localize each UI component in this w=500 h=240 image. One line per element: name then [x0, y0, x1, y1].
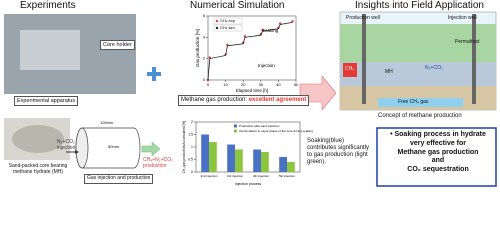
core-face: [75, 127, 89, 169]
legend-label: Production after each injection: [239, 124, 280, 128]
legend-swatch: [234, 124, 237, 128]
x-axis-label: Injection process: [235, 182, 262, 186]
x-tick-label: 5th injection: [279, 174, 295, 178]
y-axis-label: CH₄ gas production/Accumulated [%]: [182, 121, 186, 174]
dimension: 100mm: [100, 120, 114, 125]
legend-label: CH₄ sim: [220, 25, 235, 30]
x-tick-label: 3rd injection: [227, 174, 244, 178]
label: Production well: [346, 15, 380, 21]
caption: Gas injection and production: [84, 174, 154, 184]
x-tick-label: 10: [223, 82, 228, 87]
bar: [279, 157, 287, 172]
y-tick-label: 1: [191, 145, 193, 149]
caption: Sand-packed core bearing methane hydrate…: [8, 163, 68, 175]
x-tick-label: 50: [294, 82, 299, 87]
bar: [209, 142, 217, 172]
bar: [261, 152, 269, 172]
bar: [235, 149, 243, 172]
y-tick-label: 2: [203, 56, 206, 61]
data-point: [291, 20, 294, 23]
label: CH₄: [345, 66, 355, 72]
plus-sign: [152, 67, 156, 81]
caption: Concept of methane production: [378, 113, 462, 119]
text: and: [431, 157, 445, 165]
legend-box: [213, 24, 243, 32]
y-tick-label: 2: [191, 120, 193, 124]
text: Methane gas production: [397, 148, 479, 156]
y-tick-label: 6: [203, 13, 206, 18]
x-tick-label: 0: [207, 82, 210, 87]
note: Soaking(blue) contributes significantly …: [307, 138, 370, 165]
x-tick-label: 20: [241, 82, 246, 87]
annotation: Injection: [258, 63, 275, 68]
bar: [253, 149, 261, 172]
legend-box: [213, 17, 243, 25]
label: Permafrost: [455, 39, 480, 45]
label: N₂+CO₂ injection: [57, 139, 76, 151]
y-tick-label: 4: [203, 34, 206, 39]
page: 0 2 4 6 0 10 20 30 40 50 Gas production [%] Elapsed…: [4, 0, 497, 187]
label: Injection well: [448, 15, 477, 21]
label: CH₄+N₂+CO₂ production: [143, 157, 174, 169]
apparatus-detail: [20, 30, 80, 70]
bar: [287, 162, 295, 172]
x-tick-label: 4th injection: [253, 174, 269, 178]
label: Core holder: [100, 40, 135, 51]
annotation: Soaking: [262, 28, 279, 33]
x-tick-label: 30: [259, 82, 264, 87]
bar: [227, 144, 235, 172]
y-tick-label: 0: [191, 170, 193, 174]
legend-swatch: [215, 26, 219, 30]
dimension: 50mm: [108, 144, 120, 149]
section-title: Numerical Simulation: [190, 0, 285, 11]
ch4-badge: [343, 63, 357, 77]
section-title: Experiments: [20, 0, 76, 11]
legend-swatch: [215, 19, 219, 23]
label: N₂+CO₂: [425, 65, 443, 71]
highlight: excellent agreement: [248, 97, 307, 103]
conclusion-box: [376, 127, 497, 187]
label: MH: [385, 69, 393, 75]
legend-label: Accumulation in vapor phase of the core …: [239, 129, 313, 133]
production-arrow: [141, 141, 161, 157]
text: CO₂ sequestration: [407, 166, 469, 173]
y-tick-label: 1.5: [188, 132, 193, 136]
bar: [201, 134, 209, 172]
production-well: [362, 14, 366, 104]
legend-swatch: [234, 129, 237, 133]
label: Experimental apparatus: [14, 96, 79, 107]
conclusion: • Soaking process in hydrate very effect…: [390, 131, 486, 173]
y-tick-label: 0.5: [188, 157, 193, 161]
y-tick-label: 0: [203, 77, 206, 82]
data-line: [207, 22, 293, 81]
legend-label: CH₄ exp: [220, 18, 236, 23]
x-tick-label: 40: [276, 82, 281, 87]
core-sample: [12, 125, 64, 153]
y-axis-label: Gas production [%]: [195, 29, 200, 67]
agreement: Methane gas production: excellent agreem…: [178, 95, 310, 106]
section-title: Insights into Field Application: [355, 0, 484, 11]
label: Free CH₄ gas: [398, 99, 429, 105]
injection-well: [472, 14, 476, 104]
x-tick-label: 2nd injection: [201, 174, 218, 178]
x-axis-label: Elapsed time [h]: [236, 88, 268, 93]
free-gas-zone: [378, 98, 463, 107]
text: Methane gas production:: [181, 97, 248, 103]
text: Soaking process in hydrate very effectiv…: [394, 131, 486, 147]
